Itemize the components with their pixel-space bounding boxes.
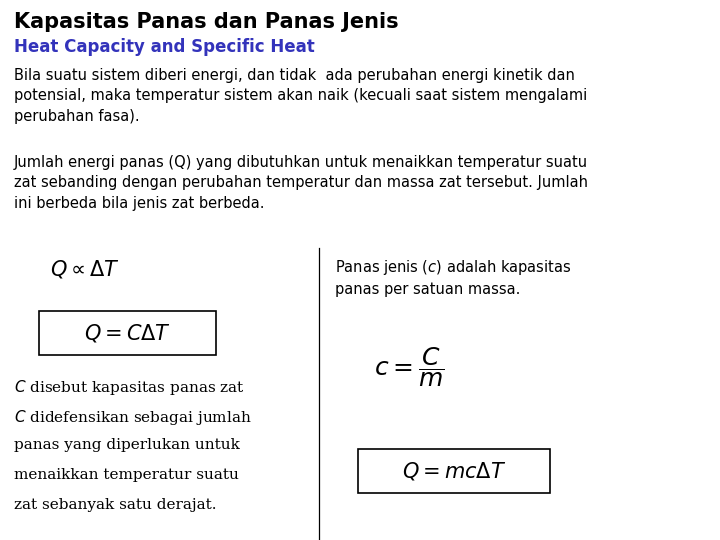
Text: $C$ disebut kapasitas panas zat: $C$ disebut kapasitas panas zat: [14, 378, 245, 397]
FancyBboxPatch shape: [358, 449, 550, 493]
Text: Kapasitas Panas dan Panas Jenis: Kapasitas Panas dan Panas Jenis: [14, 12, 399, 32]
Text: $Q \propto \Delta T$: $Q \propto \Delta T$: [50, 258, 120, 280]
Text: $Q = C\Delta T$: $Q = C\Delta T$: [84, 322, 171, 344]
Text: zat sebanyak satu derajat.: zat sebanyak satu derajat.: [14, 498, 217, 512]
FancyBboxPatch shape: [39, 311, 216, 355]
Text: $c = \dfrac{C}{m}$: $c = \dfrac{C}{m}$: [374, 345, 444, 389]
Text: $C$ didefensikan sebagai jumlah: $C$ didefensikan sebagai jumlah: [14, 408, 252, 427]
Text: $Q = mc\Delta T$: $Q = mc\Delta T$: [402, 460, 506, 482]
Text: panas yang diperlukan untuk: panas yang diperlukan untuk: [14, 438, 240, 452]
Text: Bila suatu sistem diberi energi, dan tidak  ada perubahan energi kinetik dan
pot: Bila suatu sistem diberi energi, dan tid…: [14, 68, 588, 124]
Text: menaikkan temperatur suatu: menaikkan temperatur suatu: [14, 468, 239, 482]
Text: Panas jenis ($c$) adalah kapasitas
panas per satuan massa.: Panas jenis ($c$) adalah kapasitas panas…: [335, 258, 571, 298]
Text: Heat Capacity and Specific Heat: Heat Capacity and Specific Heat: [14, 38, 315, 56]
Text: Jumlah energi panas (Q) yang dibutuhkan untuk menaikkan temperatur suatu
zat seb: Jumlah energi panas (Q) yang dibutuhkan …: [14, 155, 588, 211]
